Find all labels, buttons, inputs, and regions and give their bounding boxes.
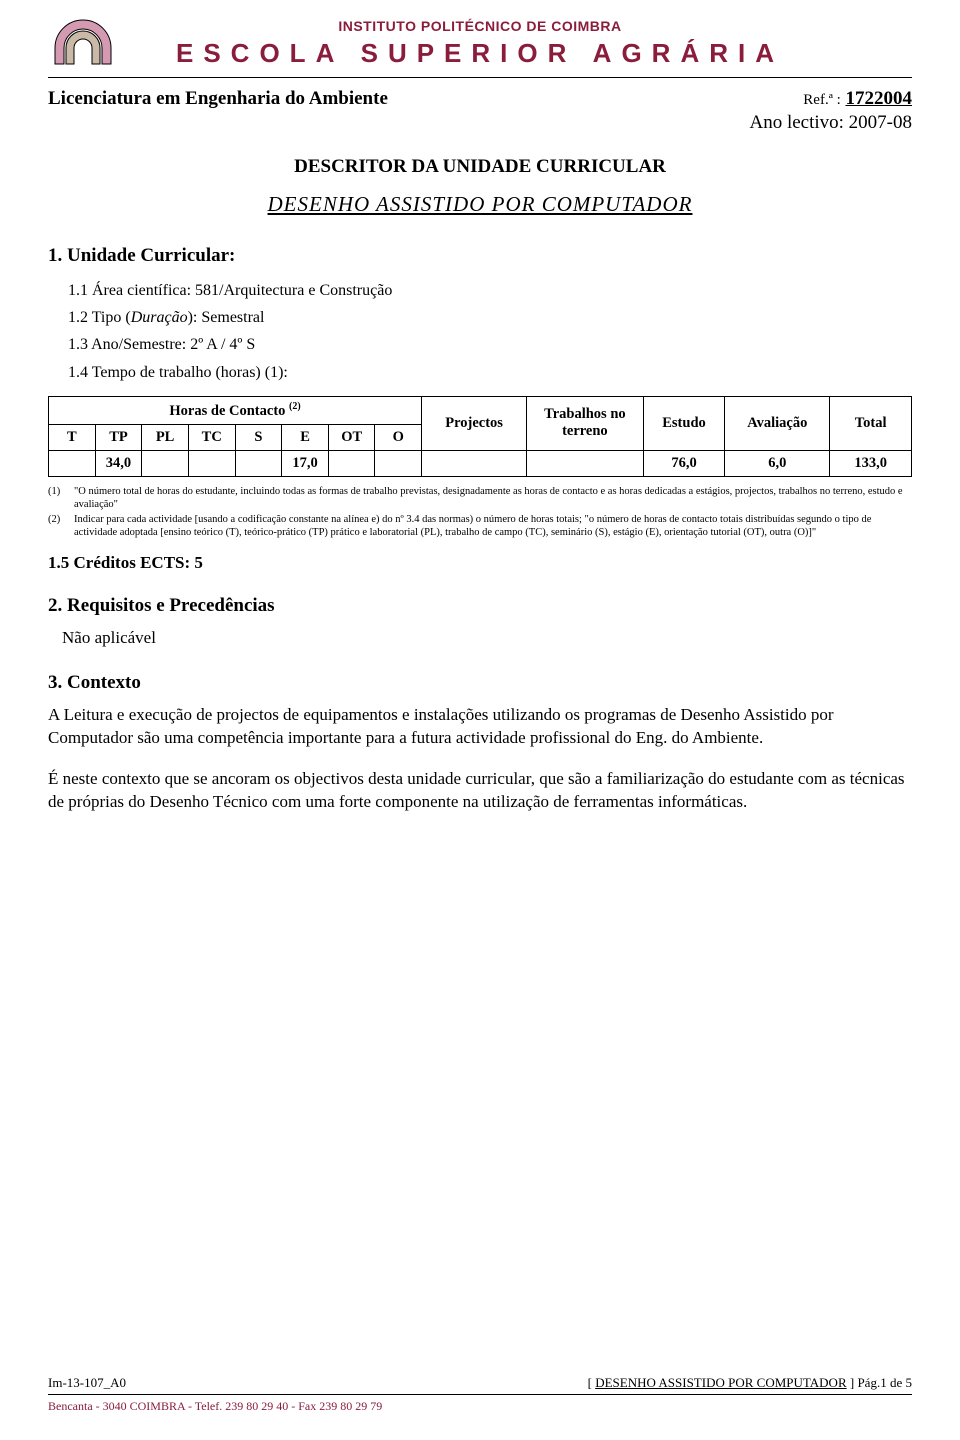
year-value: 2007-08 (849, 112, 912, 133)
header-divider (48, 77, 912, 78)
footnote-2: (2) Indicar para cada actividade [usando… (48, 513, 912, 539)
cell-O (375, 450, 422, 476)
section-1-heading: 1. Unidade Curricular: (48, 245, 912, 267)
cell-TC (188, 450, 235, 476)
th-contacto-text: Horas de Contacto (169, 403, 285, 419)
th-PL: PL (142, 424, 189, 450)
ref-value: 1722004 (846, 88, 913, 109)
cell-E: 17,0 (282, 450, 329, 476)
item-1-1: 1.1 Área científica: 581/Arquitectura e … (68, 277, 912, 304)
cell-total: 133,0 (830, 450, 912, 476)
header-titles: INSTITUTO POLITÉCNICO DE COIMBRA ESCOLA … (48, 18, 912, 69)
th-OT: OT (328, 424, 375, 450)
table-row: Horas de Contacto (2) Projectos Trabalho… (49, 396, 912, 424)
th-E: E (282, 424, 329, 450)
ects-line: 1.5 Créditos ECTS: 5 (48, 553, 912, 573)
item-1-2-pre: 1.2 Tipo ( (68, 309, 131, 326)
page-footer: Im-13-107_A0 [ DESENHO ASSISTIDO POR COM… (48, 1375, 912, 1414)
institute-name: INSTITUTO POLITÉCNICO DE COIMBRA (48, 18, 912, 34)
school-name: ESCOLA SUPERIOR AGRÁRIA (48, 38, 912, 69)
section-2-heading: 2. Requisitos e Precedências (48, 595, 912, 617)
cell-avaliacao: 6,0 (725, 450, 830, 476)
table-row: 34,0 17,0 76,0 6,0 133,0 (49, 450, 912, 476)
footnote-2-num: (2) (48, 513, 74, 539)
cell-S (235, 450, 282, 476)
cell-projectos (422, 450, 527, 476)
hours-table: Horas de Contacto (2) Projectos Trabalho… (48, 396, 912, 477)
footer-code: Im-13-107_A0 (48, 1375, 126, 1391)
footer-page-count: 1 de 5 (880, 1375, 912, 1390)
footnote-1-text: "O número total de horas do estudante, i… (74, 485, 912, 511)
page-header: INSTITUTO POLITÉCNICO DE COIMBRA ESCOLA … (48, 18, 912, 69)
th-estudo: Estudo (643, 396, 725, 450)
footer-bracket-close: ] Pág. (847, 1375, 881, 1390)
footer-address: Bencanta - 3040 COIMBRA - Telef. 239 80 … (48, 1399, 912, 1414)
section-3-heading: 3. Contexto (48, 672, 912, 694)
item-1-3: 1.3 Ano/Semestre: 2º A / 4º S (68, 331, 912, 358)
ref-block: Ref.ª : 1722004 (803, 88, 912, 110)
cell-trabalhos (527, 450, 644, 476)
th-contacto: Horas de Contacto (2) (49, 396, 422, 424)
th-O: O (375, 424, 422, 450)
academic-year-row: Ano lectivo: 2007-08 (48, 112, 912, 134)
course-ref-row: Licenciatura em Engenharia do Ambiente R… (48, 88, 912, 110)
ref-label: Ref.ª : (803, 92, 840, 108)
uc-title: DESENHO ASSISTIDO POR COMPUTADOR (48, 192, 912, 217)
footnote-1: (1) "O número total de horas do estudant… (48, 485, 912, 511)
th-TP: TP (95, 424, 142, 450)
cell-T (49, 450, 96, 476)
descriptor-heading: DESCRITOR DA UNIDADE CURRICULAR (48, 156, 912, 178)
footnote-1-num: (1) (48, 485, 74, 511)
th-projectos: Projectos (422, 396, 527, 450)
year-label: Ano lectivo: (749, 112, 843, 133)
th-T: T (49, 424, 96, 450)
cell-PL (142, 450, 189, 476)
section-1-list: 1.1 Área científica: 581/Arquitectura e … (68, 277, 912, 386)
footer-line-1: Im-13-107_A0 [ DESENHO ASSISTIDO POR COM… (48, 1375, 912, 1395)
footnote-2-text: Indicar para cada actividade [usando a c… (74, 513, 912, 539)
item-1-2-ital: Duração (131, 309, 188, 326)
item-1-2-post: ): Semestral (188, 309, 265, 326)
item-1-4: 1.4 Tempo de trabalho (horas) (1): (68, 359, 912, 386)
cell-OT (328, 450, 375, 476)
footer-right: [ DESENHO ASSISTIDO POR COMPUTADOR ] Pág… (588, 1375, 912, 1391)
institution-logo (48, 18, 118, 66)
footer-uc-title: DESENHO ASSISTIDO POR COMPUTADOR (595, 1375, 846, 1390)
degree-name: Licenciatura em Engenharia do Ambiente (48, 88, 388, 110)
th-contacto-sup: (2) (289, 401, 301, 412)
item-1-2: 1.2 Tipo (Duração): Semestral (68, 304, 912, 331)
section-2-body: Não aplicável (62, 627, 912, 650)
cell-estudo: 76,0 (643, 450, 725, 476)
th-avaliacao: Avaliação (725, 396, 830, 450)
section-3-p1: A Leitura e execução de projectos de equ… (48, 704, 912, 750)
cell-TP: 34,0 (95, 450, 142, 476)
th-total: Total (830, 396, 912, 450)
section-3-p2: É neste contexto que se ancoram os objec… (48, 768, 912, 814)
table-footnotes: (1) "O número total de horas do estudant… (48, 485, 912, 540)
th-trabalhos: Trabalhos no terreno (527, 396, 644, 450)
th-TC: TC (188, 424, 235, 450)
th-S: S (235, 424, 282, 450)
